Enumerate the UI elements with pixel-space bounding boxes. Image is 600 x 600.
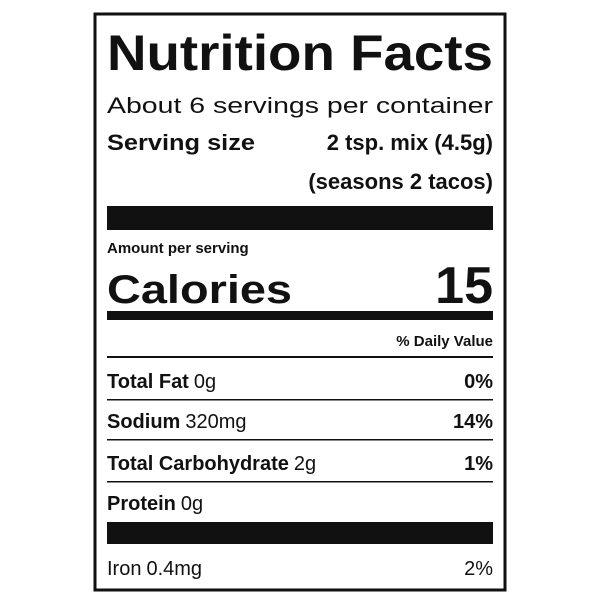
nutrient-dv: 0% [464, 371, 493, 393]
daily-value-header: % Daily Value [396, 333, 493, 350]
divider-thin [107, 399, 493, 401]
nutrient-name: Sodium [107, 411, 180, 433]
nutrient-dv: 2% [464, 558, 493, 580]
nutrient-row: Total Fat 0g [107, 371, 216, 393]
nutrient-name: Protein [107, 493, 176, 515]
nutrient-amount: 2g [294, 453, 316, 475]
servings: About 6 servings per container [107, 93, 493, 118]
nutrient-dv: 14% [453, 411, 493, 433]
nutrient-amount: 0g [194, 371, 216, 393]
nutrient-row: Total Carbohydrate 2g [107, 453, 316, 475]
amount-per-serving: Amount per serving [107, 240, 249, 257]
nutrient-row: Protein 0g [107, 493, 203, 515]
divider-thin [107, 481, 493, 483]
serving-size-value: 2 tsp. mix (4.5g) [327, 130, 493, 155]
calories-label: Calories [107, 268, 292, 312]
divider-medium [107, 311, 493, 320]
nutrient-name: Iron [107, 558, 141, 580]
nutrient-amount: 0g [181, 493, 203, 515]
nutrient-amount: 0.4mg [146, 558, 202, 580]
divider-thin [107, 356, 493, 358]
nutrient-dv: 1% [464, 453, 493, 475]
nutrient-name: Total Carbohydrate [107, 453, 289, 475]
calories-value: 15 [435, 257, 493, 315]
serving-size-label: Serving size [107, 130, 255, 155]
nutrient-row: Sodium 320mg [107, 411, 247, 433]
nutrient-amount: 320mg [185, 411, 246, 433]
nutrient-name: Total Fat [107, 371, 189, 393]
divider-thick [107, 206, 493, 230]
nutrient-row: Iron 0.4mg [107, 558, 202, 580]
label-border [93, 12, 507, 592]
title: Nutrition Facts [107, 25, 493, 81]
divider-thin [107, 439, 493, 441]
serving-size-note: (seasons 2 tacos) [308, 169, 493, 194]
divider-thick [107, 522, 493, 544]
